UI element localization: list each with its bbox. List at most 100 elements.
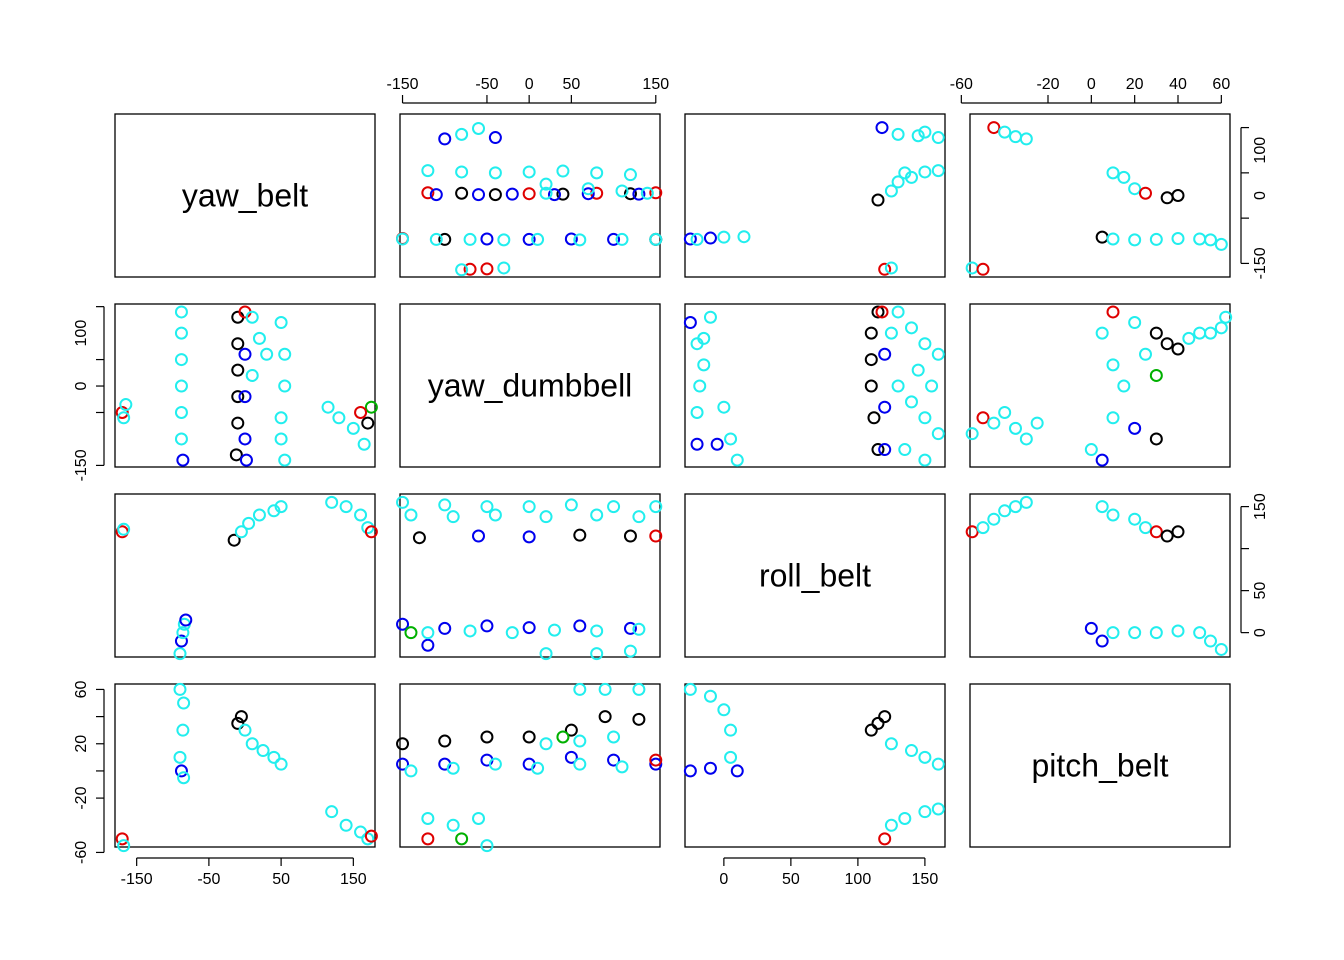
data-point <box>918 453 932 467</box>
top-axis-yaw_dumbbell: -150 -50 0 50 150 <box>387 76 669 104</box>
data-point <box>1214 237 1228 251</box>
tick-label: 50 <box>782 871 800 888</box>
data-point <box>697 358 711 372</box>
data-point <box>1193 232 1207 246</box>
data-point <box>556 730 570 744</box>
data-point <box>260 347 274 361</box>
data-point <box>640 186 654 200</box>
data-point <box>455 263 469 277</box>
data-point <box>396 757 410 771</box>
data-point <box>480 232 494 246</box>
data-point <box>117 522 131 536</box>
data-point <box>174 764 188 778</box>
data-point <box>488 757 502 771</box>
data-point <box>1095 634 1109 648</box>
data-point <box>1128 233 1142 247</box>
data-point <box>547 623 561 637</box>
bottom-axis-yaw_belt: -150 -50 50 150 <box>121 857 367 888</box>
points-yaw_belt-vs-roll_belt <box>683 121 945 276</box>
data-point <box>1171 342 1185 356</box>
data-point <box>649 232 663 246</box>
tick-label: 60 <box>73 680 90 698</box>
data-point <box>177 771 191 785</box>
data-point <box>632 622 646 636</box>
data-point <box>522 730 536 744</box>
data-point <box>864 353 878 367</box>
data-point <box>252 331 266 345</box>
data-point <box>176 723 190 737</box>
panel-roll_belt-vs-pitch_belt <box>969 493 1231 658</box>
data-point <box>488 508 502 522</box>
data-point <box>396 232 410 246</box>
tick-label: 0 <box>1252 628 1269 637</box>
data-point <box>346 421 360 435</box>
data-point <box>690 437 704 451</box>
tick-label: -60 <box>73 841 90 864</box>
data-point <box>1171 189 1185 202</box>
data-point <box>632 682 646 696</box>
panel-yaw_belt-vs-yaw_belt <box>114 113 376 278</box>
data-point <box>1019 132 1033 146</box>
data-point <box>1095 500 1109 514</box>
data-point <box>455 832 469 846</box>
data-point <box>238 432 252 446</box>
data-point <box>697 331 711 345</box>
data-point <box>717 400 731 414</box>
data-point <box>864 326 878 340</box>
data-point <box>256 744 270 758</box>
data-point <box>878 262 892 276</box>
data-point <box>693 379 707 393</box>
data-point <box>931 347 945 361</box>
tick-label: 20 <box>1126 76 1144 93</box>
data-point <box>227 533 241 547</box>
data-point <box>278 379 292 393</box>
data-point <box>556 187 570 201</box>
panel-pitch_belt-vs-pitch_belt <box>969 683 1231 848</box>
data-point <box>864 723 878 737</box>
tick-label: 20 <box>73 735 90 753</box>
data-point <box>607 500 621 514</box>
variable-label-pitch_belt: pitch_belt <box>1032 748 1169 784</box>
data-point <box>339 818 353 832</box>
data-point <box>632 510 646 524</box>
data-point <box>878 443 892 457</box>
data-point <box>1095 326 1109 340</box>
data-point <box>539 177 553 191</box>
data-point <box>931 757 945 771</box>
data-point <box>488 188 502 202</box>
data-point <box>1019 495 1033 509</box>
data-point <box>522 187 536 201</box>
data-point <box>1193 626 1207 640</box>
data-point <box>925 379 939 393</box>
data-point <box>522 530 536 544</box>
data-point <box>115 832 129 846</box>
panel-yaw_dumbbell-vs-pitch_belt <box>969 303 1231 468</box>
data-point <box>703 761 717 775</box>
data-point <box>1149 432 1163 446</box>
data-point <box>480 730 494 744</box>
data-point <box>581 182 595 196</box>
points-pitch_belt-vs-roll_belt <box>683 682 945 846</box>
data-point <box>904 744 918 758</box>
data-point <box>176 453 190 467</box>
data-point <box>438 621 452 635</box>
tick-label: -50 <box>475 76 498 93</box>
data-point <box>1182 331 1196 345</box>
data-point <box>690 232 704 246</box>
data-point <box>234 710 248 724</box>
data-point <box>404 508 418 522</box>
data-point <box>724 432 738 446</box>
data-point <box>1204 326 1217 340</box>
data-point <box>623 529 637 543</box>
data-point <box>871 716 885 730</box>
data-point <box>1160 529 1174 543</box>
data-point <box>904 395 918 409</box>
tick-label: 60 <box>1212 76 1230 93</box>
data-point <box>573 757 587 771</box>
data-point <box>871 305 885 319</box>
data-point <box>354 825 368 839</box>
data-point <box>174 326 188 340</box>
data-point <box>531 232 545 246</box>
points-roll_belt-vs-yaw_belt <box>115 495 378 661</box>
data-point <box>278 347 292 361</box>
